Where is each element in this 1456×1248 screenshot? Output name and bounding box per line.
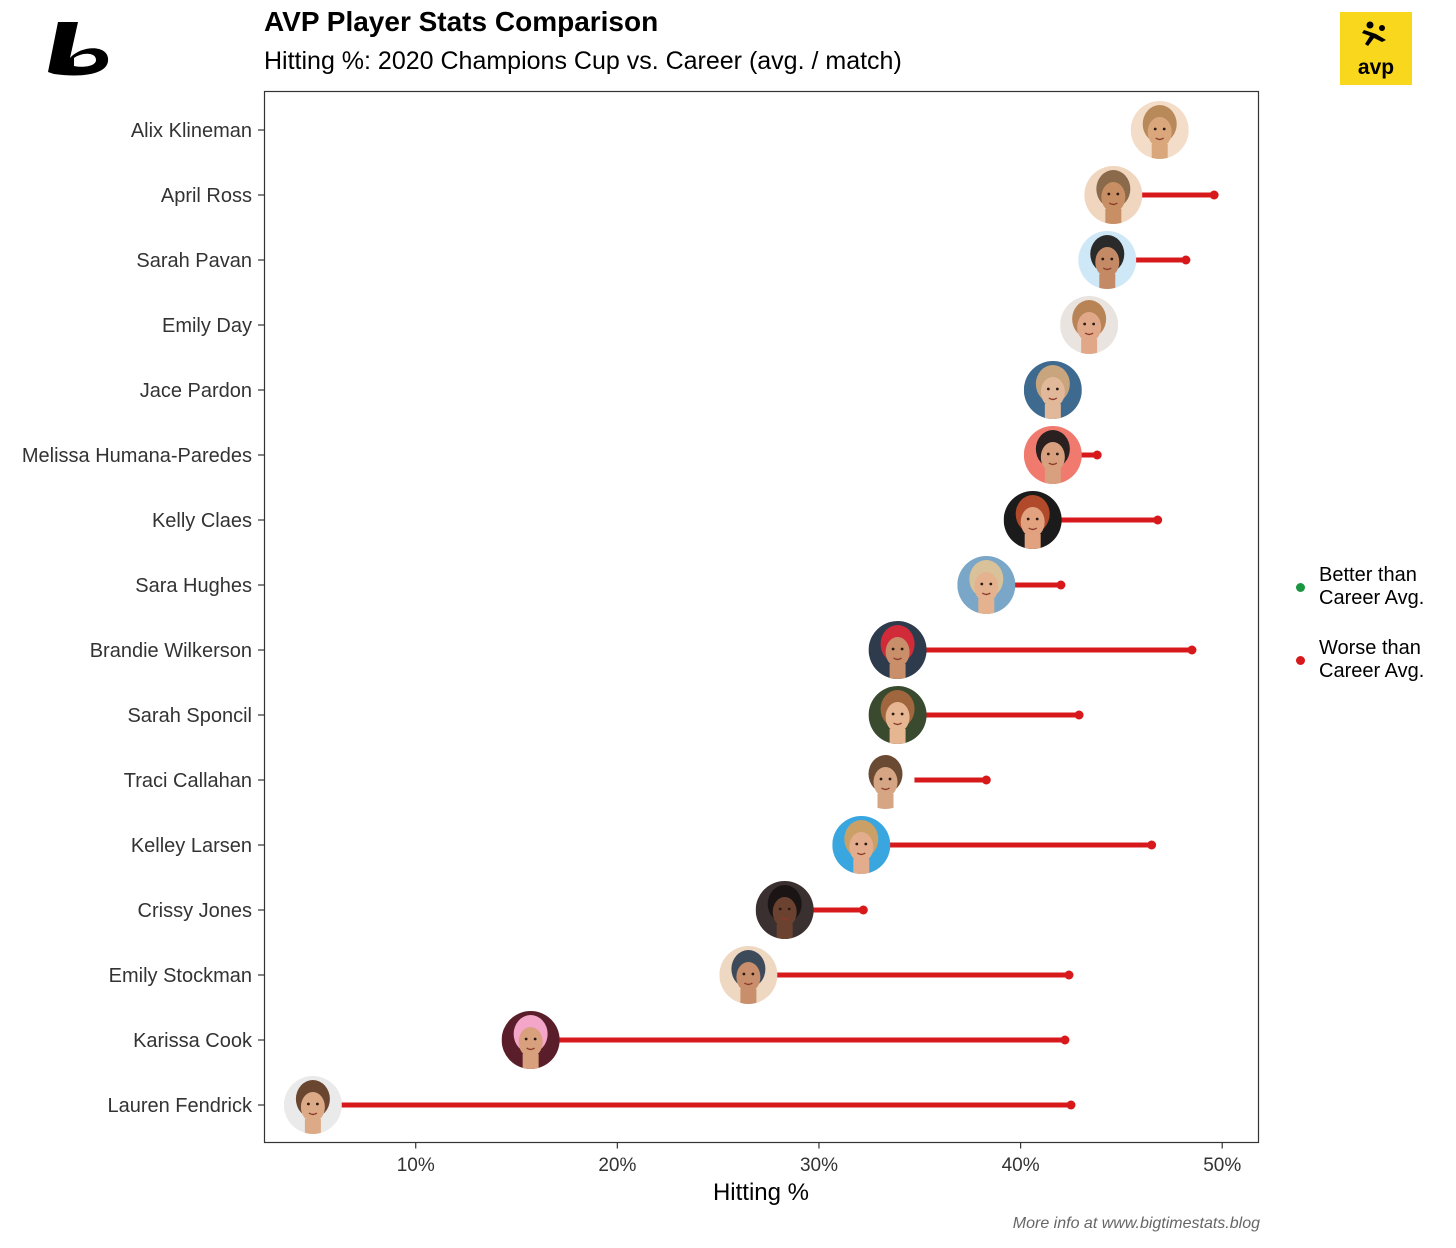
volleyball-player-icon — [1362, 21, 1386, 46]
player-photo-april-ross — [1084, 166, 1143, 224]
player-photo-emily-stockman — [719, 946, 778, 1004]
player-photo-alix-klineman — [1130, 101, 1189, 159]
y-tick-label-emily-day: Emily Day — [162, 315, 252, 337]
player-photo-kelley-larsen — [832, 816, 891, 874]
y-tick-label-emily-stockman: Emily Stockman — [109, 965, 252, 987]
legend-label-worse: Worse than Career Avg. — [1319, 637, 1425, 682]
y-tick-label-crissy-jones: Crissy Jones — [138, 900, 252, 922]
player-photo-sarah-sponcil — [868, 686, 927, 744]
player-photo-melissa-humana-paredes — [1023, 426, 1082, 484]
player-photo-sarah-pavan — [1078, 231, 1137, 289]
chart-title: AVP Player Stats Comparison — [264, 6, 659, 37]
player-photo-emily-day — [1060, 296, 1119, 354]
career-dot-kelly-claes — [1153, 515, 1163, 525]
career-dot-kelley-larsen — [1147, 840, 1157, 850]
player-photo-traci-callahan — [856, 751, 915, 809]
x-axis-title: Hitting % — [713, 1179, 809, 1206]
y-tick-label-april-ross: April Ross — [161, 185, 252, 207]
x-tick-label: 30% — [800, 1155, 838, 1176]
y-tick-label-sarah-pavan: Sarah Pavan — [136, 250, 252, 272]
career-dot-brandie-wilkerson — [1187, 645, 1197, 655]
source-caption: More info at www.bigtimestats.blog — [1012, 1215, 1260, 1232]
avp-logo-text: avp — [1357, 56, 1395, 79]
y-tick-label-lauren-fendrick: Lauren Fendrick — [107, 1095, 253, 1117]
player-photo-kelly-claes — [1003, 491, 1062, 549]
avp-logo: avp — [1340, 12, 1412, 85]
y-tick-label-jace-pardon: Jace Pardon — [140, 380, 252, 402]
x-tick-label: 50% — [1203, 1155, 1241, 1176]
career-dot-april-ross — [1209, 190, 1219, 200]
career-dot-sarah-pavan — [1181, 255, 1191, 265]
y-tick-label-karissa-cook: Karissa Cook — [133, 1030, 253, 1052]
career-dot-emily-stockman — [1064, 970, 1074, 980]
legend-dot-better — [1296, 583, 1305, 592]
player-photo-karissa-cook — [501, 1011, 560, 1069]
y-tick-label-sarah-sponcil: Sarah Sponcil — [127, 705, 252, 727]
chart-subtitle: Hitting %: 2020 Champions Cup vs. Career… — [264, 47, 902, 75]
player-photo-jace-pardon — [1023, 361, 1082, 419]
player-photo-crissy-jones — [755, 881, 814, 939]
brand-logo — [48, 22, 109, 76]
x-tick-label: 40% — [1002, 1155, 1040, 1176]
player-photo-sara-hughes — [957, 556, 1016, 614]
career-dot-karissa-cook — [1060, 1035, 1070, 1045]
legend-dot-worse — [1296, 656, 1305, 665]
career-dot-melissa-humana-paredes — [1092, 450, 1102, 460]
player-photo-lauren-fendrick — [283, 1076, 342, 1134]
x-tick-label: 10% — [397, 1155, 435, 1176]
x-tick-label: 20% — [598, 1155, 636, 1176]
plot-panel-border — [263, 90, 1260, 1144]
y-tick-label-kelley-larsen: Kelley Larsen — [131, 835, 252, 857]
career-dot-lauren-fendrick — [1066, 1100, 1076, 1110]
y-tick-label-alix-klineman: Alix Klineman — [131, 120, 252, 142]
y-tick-label-brandie-wilkerson: Brandie Wilkerson — [90, 640, 252, 662]
career-dot-sarah-sponcil — [1074, 710, 1084, 720]
career-dot-crissy-jones — [858, 905, 868, 915]
y-tick-label-sara-hughes: Sara Hughes — [135, 575, 252, 597]
y-tick-label-traci-callahan: Traci Callahan — [124, 770, 252, 792]
career-dot-traci-callahan — [981, 775, 991, 785]
career-dot-sara-hughes — [1056, 580, 1066, 590]
y-tick-label-melissa-humana-paredes: Melissa Humana-Paredes — [22, 445, 252, 467]
legend-label-better: Better than Career Avg. — [1319, 564, 1425, 609]
y-tick-label-kelly-claes: Kelly Claes — [152, 510, 252, 532]
player-photo-brandie-wilkerson — [868, 621, 927, 679]
